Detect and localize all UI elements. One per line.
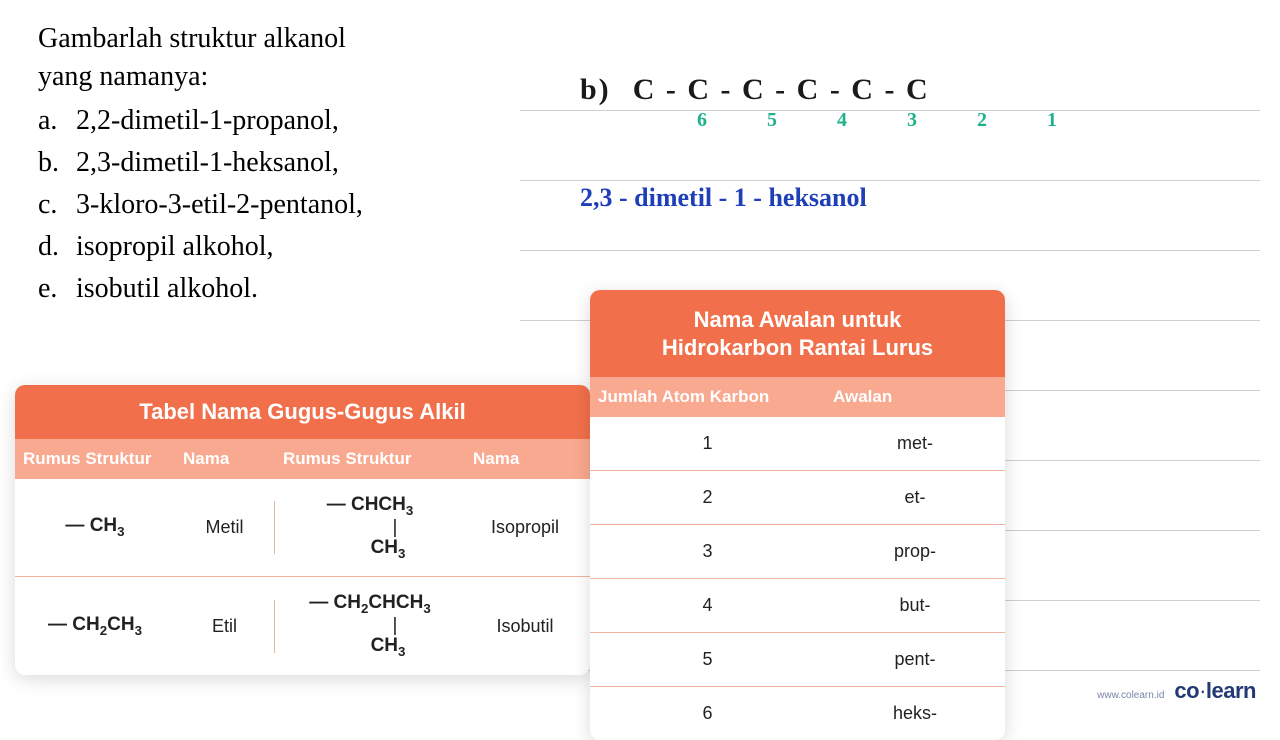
table-row: — CH2CH3 Etil — CH2CHCH3|CH3 Isobutil xyxy=(15,577,590,674)
alkyl-groups-table: Tabel Nama Gugus-Gugus Alkil Rumus Struk… xyxy=(15,385,590,675)
question-list: a.2,2-dimetil-1-propanol, b.2,3-dimetil-… xyxy=(38,100,558,310)
formula-cell: — CH2CH3 xyxy=(15,599,175,654)
handwritten-compound-name: 2,3 - dimetil - 1 - heksanol xyxy=(580,183,867,213)
prefix-table-title: Nama Awalan untuk Hidrokarbon Rantai Lur… xyxy=(590,290,1005,377)
formula-cell: — CHCH3|CH3 xyxy=(275,479,465,576)
table-row: 4but- xyxy=(590,579,1005,633)
list-item: e.isobutil alkohol. xyxy=(38,268,558,310)
table-row: 2et- xyxy=(590,471,1005,525)
name-cell: Isobutil xyxy=(465,600,585,653)
handwritten-carbon-numbers: 654321 xyxy=(668,109,1088,132)
colearn-logo: www.colearn.id co·learn xyxy=(1097,678,1256,704)
table-row: 5pent- xyxy=(590,633,1005,687)
table-row: 3prop- xyxy=(590,525,1005,579)
table-row: 1met- xyxy=(590,417,1005,471)
table-row: — CH3 Metil — CHCH3|CH3 Isopropil xyxy=(15,479,590,577)
list-item: a.2,2-dimetil-1-propanol, xyxy=(38,100,558,142)
prefix-table-header-row: Jumlah Atom Karbon Awalan xyxy=(590,377,1005,417)
footer-site-text: www.colearn.id xyxy=(1097,690,1164,701)
formula-cell: — CH3 xyxy=(15,500,175,555)
name-cell: Metil xyxy=(175,501,275,554)
list-item: b.2,3-dimetil-1-heksanol, xyxy=(38,142,558,184)
prefix-table: Nama Awalan untuk Hidrokarbon Rantai Lur… xyxy=(590,290,1005,740)
alkyl-table-header-row: Rumus Struktur Nama Rumus Struktur Nama xyxy=(15,439,590,479)
formula-cell: — CH2CHCH3|CH3 xyxy=(275,577,465,674)
question-lead-2: yang namanya: xyxy=(38,58,558,96)
handwritten-carbon-chain: b)C - C - C - C - C - C xyxy=(580,73,930,107)
list-item: d.isopropil alkohol, xyxy=(38,226,558,268)
footer-brand: co·learn xyxy=(1174,678,1256,704)
table-row: 6heks- xyxy=(590,687,1005,740)
alkyl-table-body: — CH3 Metil — CHCH3|CH3 Isopropil — CH2C… xyxy=(15,479,590,675)
question-block: Gambarlah struktur alkanol yang namanya:… xyxy=(38,20,558,310)
prefix-table-body: 1met- 2et- 3prop- 4but- 5pent- 6heks- xyxy=(590,417,1005,740)
name-cell: Isopropil xyxy=(465,501,585,554)
alkyl-table-title: Tabel Nama Gugus-Gugus Alkil xyxy=(15,385,590,439)
name-cell: Etil xyxy=(175,600,275,653)
list-item: c.3-kloro-3-etil-2-pentanol, xyxy=(38,184,558,226)
question-lead-1: Gambarlah struktur alkanol xyxy=(38,20,558,58)
